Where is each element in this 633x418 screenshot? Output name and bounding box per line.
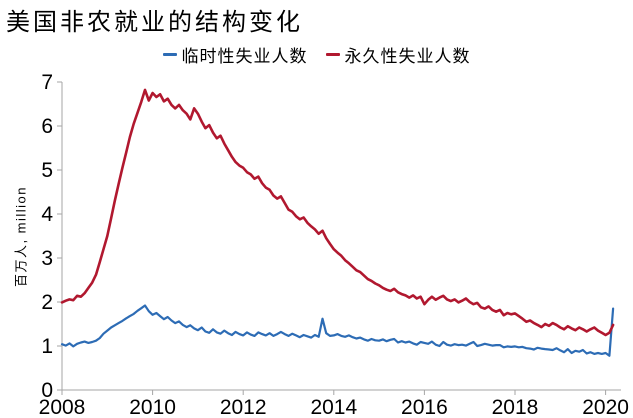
legend-dash-temporary-icon [162,52,177,57]
y-tick-label: 5 [41,159,53,182]
legend-dash-permanent-icon [325,52,340,57]
temporary-series-line [60,304,615,357]
legend-label-temporary: 临时性失业人数 [181,47,308,67]
chart-legend: 临时性失业人数 永久性失业人数 [0,42,633,67]
y-tick-label: 7 [41,71,53,94]
x-tick-label: 2010 [129,396,176,418]
chart-title: 美国非农就业的结构变化 [6,8,303,36]
x-tick-label: 2018 [492,396,539,418]
y-tick-label: 1 [41,335,53,358]
x-tick-label: 2014 [310,396,357,418]
y-tick-label: 4 [41,203,53,226]
permanent-series-line [60,88,615,337]
legend-item-permanent: 永久性失业人数 [325,42,471,67]
y-tick-label: 0 [41,379,53,402]
legend-label-permanent: 永久性失业人数 [344,47,471,67]
x-tick-label: 2012 [220,396,267,418]
y-tick-label: 6 [41,115,53,138]
x-tick-label: 2016 [401,396,448,418]
y-tick-label: 3 [41,247,53,270]
x-tick-label: 2020 [582,396,629,418]
x-tick-label: 2008 [39,396,86,418]
legend-item-temporary: 临时性失业人数 [162,42,308,67]
y-tick-label: 2 [41,291,53,314]
